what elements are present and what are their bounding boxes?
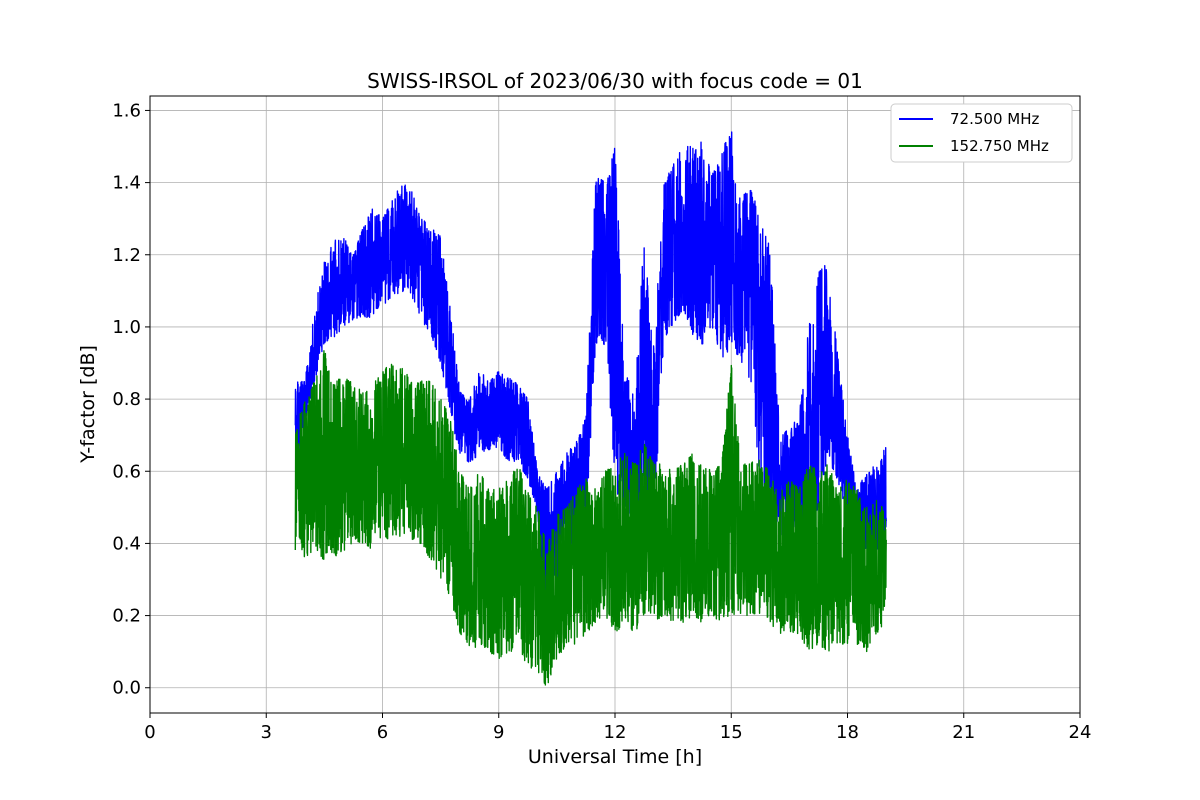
y-axis: 0.0 0.2 0.4 0.6 0.8 1.0 1.2 1.4 1.6: [112, 100, 150, 699]
chart-title: SWISS-IRSOL of 2023/06/30 with focus cod…: [367, 69, 863, 93]
y-tick-label: 0.0: [112, 678, 141, 699]
x-tick-label: 0: [144, 722, 155, 743]
x-axis: 0 3 6 9 12 15 18 21 24: [144, 713, 1091, 743]
legend: 72.500 MHz 152.750 MHz: [890, 103, 1073, 163]
x-tick-label: 9: [493, 722, 504, 743]
x-tick-label: 3: [261, 722, 272, 743]
series-line-1: [294, 350, 887, 686]
y-tick-label: 1.0: [112, 317, 141, 338]
x-tick-label: 18: [836, 722, 859, 743]
y-tick-label: 0.6: [112, 461, 141, 482]
x-tick-label: 15: [720, 722, 743, 743]
y-axis-label: Y-factor [dB]: [77, 345, 99, 464]
x-tick-label: 6: [377, 722, 388, 743]
series-line-0: [294, 131, 887, 598]
x-tick-label: 24: [1069, 722, 1092, 743]
y-tick-label: 1.4: [112, 173, 141, 194]
plot-area: [149, 95, 1081, 714]
series-layer: [294, 131, 887, 686]
y-tick-label: 0.8: [112, 389, 141, 410]
x-tick-label: 21: [952, 722, 975, 743]
legend-label-152-750: 152.750 MHz: [950, 137, 1049, 155]
y-tick-label: 1.2: [112, 245, 141, 266]
legend-label-72-500: 72.500 MHz: [950, 110, 1039, 128]
y-tick-label: 0.4: [112, 533, 141, 554]
legend-box: [890, 103, 1073, 163]
x-tick-label: 12: [604, 722, 627, 743]
y-tick-label: 1.6: [112, 100, 141, 121]
y-tick-label: 0.2: [112, 606, 141, 627]
x-axis-label: Universal Time [h]: [528, 746, 702, 768]
